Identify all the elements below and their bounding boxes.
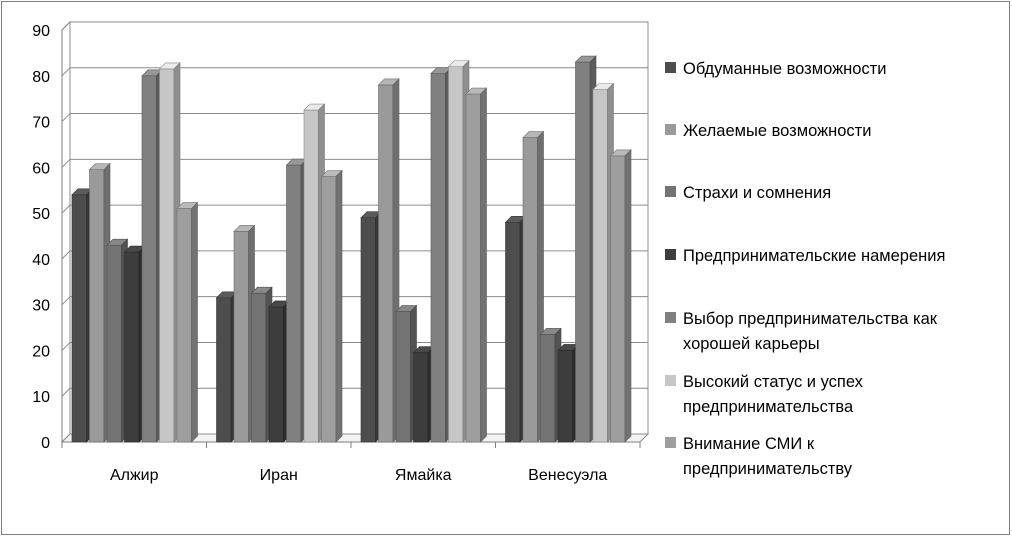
legend-label-5: Высокий статус и успех предпринимательст… xyxy=(683,373,863,416)
bar-0-4 xyxy=(141,75,157,443)
y-tick-label-5: 50 xyxy=(32,206,50,223)
bar-3-4 xyxy=(575,61,591,443)
legend-swatch-0 xyxy=(665,62,676,73)
legend-swatch-2 xyxy=(665,186,676,197)
gridline-side-4 xyxy=(61,250,71,260)
bar-0-6 xyxy=(176,208,192,443)
bar-2-3 xyxy=(413,352,429,443)
bar-3-3 xyxy=(557,350,573,443)
bar-side-2-6 xyxy=(480,87,487,443)
legend-label-1: Желаемые возможности xyxy=(683,122,872,140)
y-tick-label-4: 40 xyxy=(32,252,50,269)
bar-3-2 xyxy=(540,334,556,443)
bar-3-1 xyxy=(522,137,538,443)
bar-0-2 xyxy=(106,244,122,443)
bar-2-1 xyxy=(378,84,394,443)
legend-item-6: Внимание СМИ к предпринимательству xyxy=(665,432,895,482)
side-wall xyxy=(61,20,71,444)
gridline-side-8 xyxy=(61,67,71,77)
bar-3-5 xyxy=(592,89,608,443)
y-tick-label-3: 30 xyxy=(32,298,50,315)
gridline-side-9 xyxy=(61,21,71,31)
legend-item-0: Обдуманные возможности xyxy=(665,57,886,82)
gridline-side-3 xyxy=(61,296,71,306)
legend-item-2: Страхи и сомнения xyxy=(665,181,831,206)
legend-item-4: Выбор предпринимательства как хорошей ка… xyxy=(665,307,965,357)
y-tick-label-2: 20 xyxy=(32,343,50,360)
bar-1-6 xyxy=(321,176,337,443)
legend-label-3: Предпринимательские намерения xyxy=(683,247,946,265)
bar-0-0 xyxy=(71,194,87,443)
bar-1-0 xyxy=(216,297,232,443)
y-tick-label-8: 80 xyxy=(32,69,50,86)
bar-side-0-6 xyxy=(191,201,198,443)
bar-1-3 xyxy=(268,306,284,443)
legend-swatch-5 xyxy=(665,375,676,386)
gridline-side-1 xyxy=(61,387,71,397)
legend-item-5: Высокий статус и успех предпринимательст… xyxy=(665,370,905,420)
legend-swatch-4 xyxy=(665,312,676,323)
bar-2-2 xyxy=(395,311,411,443)
x-tick-label-1: Иран xyxy=(260,467,298,484)
gridline-side-7 xyxy=(61,113,71,122)
legend-item-3: Предпринимательские намерения xyxy=(665,244,945,269)
bar-0-3 xyxy=(124,251,140,443)
legend-label-2: Страхи и сомнения xyxy=(683,184,832,202)
bar-side-3-6 xyxy=(624,149,632,443)
y-tick-label-9: 90 xyxy=(32,23,50,40)
y-tick-label-6: 60 xyxy=(32,160,50,177)
bar-side-1-6 xyxy=(335,169,343,443)
bar-0-1 xyxy=(89,169,105,443)
bar-1-2 xyxy=(251,292,267,443)
legend-item-1: Желаемые возможности xyxy=(665,119,871,144)
bar-1-1 xyxy=(233,231,249,443)
bar-3-0 xyxy=(505,221,521,443)
y-tick-label-0: 0 xyxy=(41,435,50,452)
x-tick-label-3: Венесуэла xyxy=(528,467,607,484)
gridline-side-2 xyxy=(61,342,71,351)
legend-swatch-1 xyxy=(665,124,676,135)
gridline-side-5 xyxy=(61,204,71,214)
bar-2-6 xyxy=(465,93,481,443)
gridline-side-6 xyxy=(61,158,71,168)
y-tick-label-7: 70 xyxy=(32,115,50,132)
legend-swatch-3 xyxy=(665,249,676,260)
bar-2-5 xyxy=(448,66,464,443)
legend-label-6: Внимание СМИ к предпринимательству xyxy=(683,435,853,478)
legend-label-0: Обдуманные возможности xyxy=(683,60,887,78)
bar-0-5 xyxy=(159,68,175,443)
legend-swatch-6 xyxy=(665,437,676,448)
bar-1-4 xyxy=(286,164,302,443)
x-tick-label-0: Алжир xyxy=(110,467,159,484)
bar-2-0 xyxy=(360,217,376,443)
x-tick-label-2: Ямайка xyxy=(395,467,452,484)
bar-3-6 xyxy=(610,155,626,443)
bar-2-4 xyxy=(430,73,446,443)
legend-label-4: Выбор предпринимательства как хорошей ка… xyxy=(683,310,937,353)
bar-1-5 xyxy=(303,109,319,443)
y-tick-label-1: 10 xyxy=(32,389,50,406)
